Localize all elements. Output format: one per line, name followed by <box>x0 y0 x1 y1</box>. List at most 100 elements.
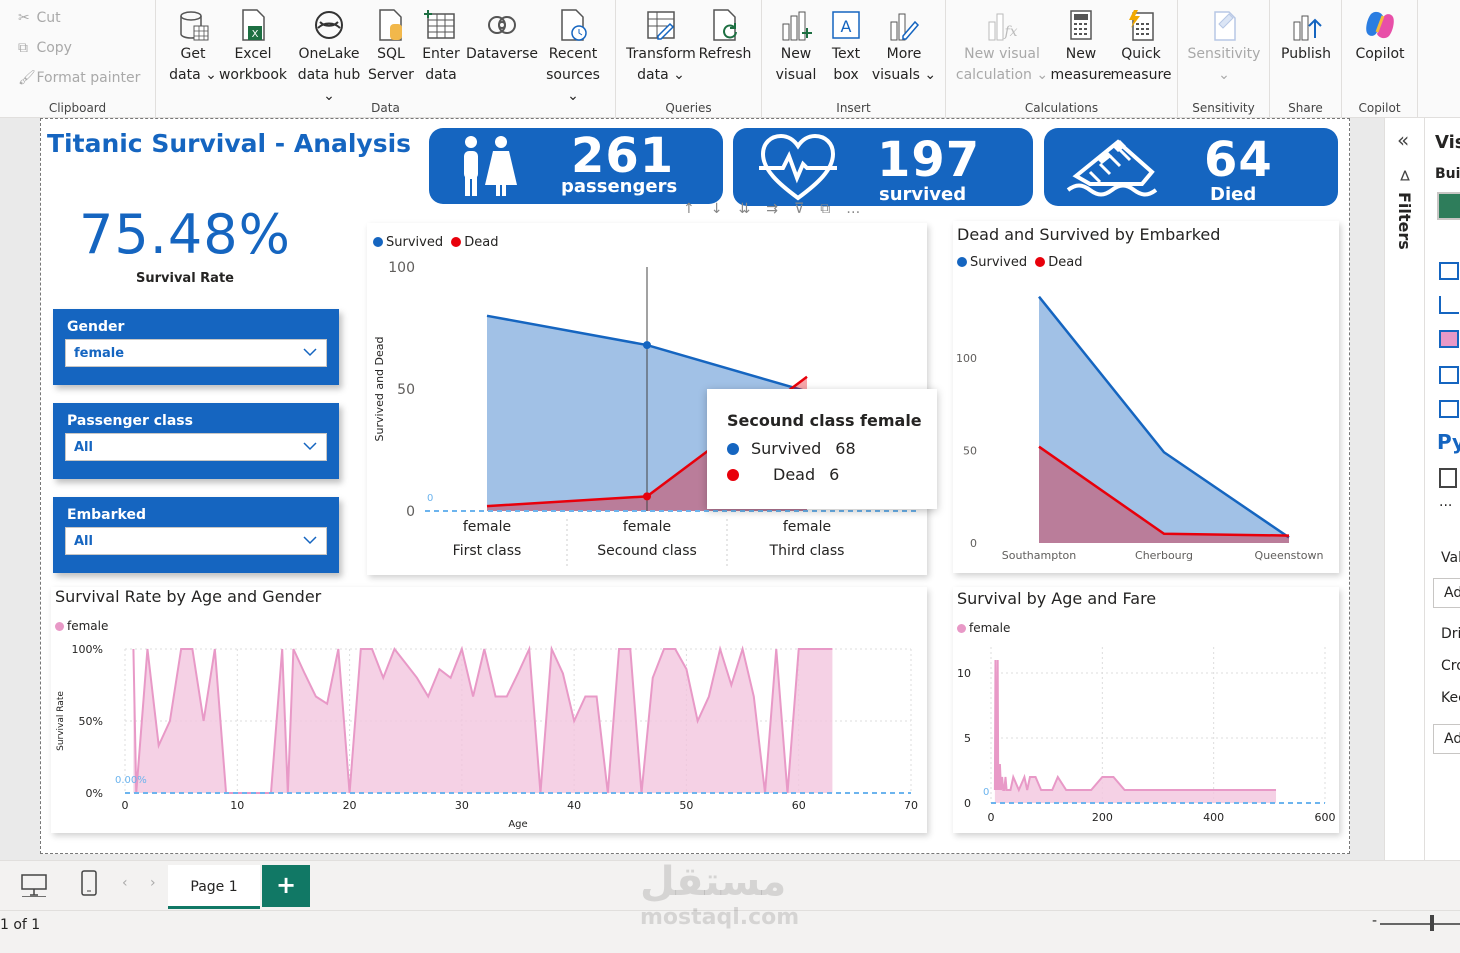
zoom-thumb[interactable] <box>1430 915 1434 931</box>
build-visual-icon[interactable] <box>1437 192 1460 220</box>
hierarchy-icon[interactable]: ⇉ <box>766 201 794 217</box>
x-tick-label: 10 <box>230 799 244 812</box>
new-measure-button[interactable]: New measure <box>1050 8 1112 86</box>
new-visual-button[interactable]: New visual <box>774 8 818 86</box>
more-visuals-dots-icon[interactable]: ··· <box>1439 498 1453 514</box>
line-chart-icon[interactable] <box>1439 296 1459 314</box>
get-data-button[interactable]: Get data ⌄ <box>168 8 218 86</box>
zero-line-label: 0.00% <box>115 775 147 786</box>
excel-workbook-button[interactable]: X Excel workbook <box>218 8 288 86</box>
embarked-area-chart[interactable]: Dead and Survived by Embarked Survived D… <box>953 221 1339 573</box>
share-group: Publish Share <box>1270 0 1342 118</box>
tooltip-dot-dead <box>727 469 739 481</box>
drill-through-label: Dri <box>1441 626 1460 642</box>
recent-sources-button[interactable]: Recent sources ⌄ <box>540 8 606 107</box>
add-page-button[interactable]: + <box>262 865 310 907</box>
add-data-field[interactable]: Ad <box>1433 578 1460 608</box>
stacked-bar-icon[interactable] <box>1439 262 1459 280</box>
desktop-view-icon[interactable] <box>20 873 48 897</box>
x-tick-label: 40 <box>567 799 581 812</box>
zoom-out-icon[interactable]: - <box>1372 913 1378 929</box>
more-visuals-button[interactable]: More visuals ⌄ <box>870 8 938 86</box>
add-drill-field[interactable]: Ad <box>1433 724 1460 754</box>
kpi-died-card[interactable]: 64 Died <box>1044 128 1338 206</box>
drill-up-icon[interactable]: ↑ <box>683 201 711 217</box>
collapse-icon[interactable]: « <box>1397 128 1410 152</box>
keep-filters-label: Kee <box>1441 690 1460 706</box>
chart-tooltip: Secound class female Survived 68 Dead 6 <box>707 389 937 509</box>
onelake-data-hub-button[interactable]: OneLake data hub ⌄ <box>292 8 366 107</box>
matrix-icon[interactable] <box>1439 366 1459 384</box>
y-tick-label: 0 <box>964 797 971 810</box>
group-label-sensitivity: Sensitivity <box>1192 101 1255 115</box>
group-label-clipboard: Clipboard <box>48 101 107 115</box>
publish-button[interactable]: Publish <box>1276 8 1336 65</box>
table-icon[interactable] <box>1439 400 1459 418</box>
sql-server-icon <box>379 9 402 41</box>
dataverse-button[interactable]: Dataverse <box>466 8 538 65</box>
format-painter-button[interactable]: 🖌 Format painter <box>18 70 141 86</box>
y-tick-label: 50 <box>963 444 977 457</box>
survival-rate-card[interactable]: 75.48% Survival Rate <box>55 189 315 299</box>
x-tick-label: 60 <box>792 799 806 812</box>
expand-icon[interactable]: ⇊ <box>738 201 767 217</box>
focus-mode-icon[interactable]: ⧉ <box>820 201 847 217</box>
enter-data-button[interactable]: Enter data <box>418 8 464 86</box>
age-fare-chart-plot: 0 5 10 0 200 400 600 0 <box>957 647 1336 824</box>
age-fare-area-chart[interactable]: Survival by Age and Fare female 0 5 10 0 200… <box>953 587 1339 833</box>
next-page-icon[interactable]: › <box>150 875 156 891</box>
ribbon-chart-icon[interactable] <box>1439 330 1459 348</box>
sql-server-button[interactable]: SQL Server <box>368 8 414 86</box>
transform-data-button[interactable]: Transform data ⌄ <box>626 8 696 86</box>
copilot-button[interactable]: Copilot <box>1348 8 1412 65</box>
visual-header-toolbar: ↑↓⇊⇉⊽⧉… <box>683 201 923 219</box>
copilot-icon <box>1366 11 1394 39</box>
embarked-slicer[interactable]: Embarked All <box>53 497 339 573</box>
dead-area <box>1039 446 1289 543</box>
svg-text:X: X <box>252 29 259 40</box>
ribbon: ✂ Cut ⧉ Copy 🖌 Format painter Clipboard … <box>0 0 1460 118</box>
quick-measure-button[interactable]: Quick measure <box>1110 8 1172 86</box>
cut-button[interactable]: ✂ Cut <box>18 10 61 26</box>
more-options-icon[interactable]: … <box>846 201 877 217</box>
x-tick-label: 400 <box>1203 811 1224 824</box>
page-tab[interactable]: Page 1 <box>168 865 260 909</box>
kpi-survived-card[interactable]: 197 survived <box>733 128 1033 206</box>
embarked-chart-title: Dead and Survived by Embarked <box>957 225 1221 244</box>
drill-down-icon[interactable]: ↓ <box>710 201 739 217</box>
refresh-button[interactable]: Refresh <box>698 8 752 65</box>
embarked-dropdown[interactable]: All <box>65 527 327 555</box>
text-box-button[interactable]: A Text box <box>824 8 868 86</box>
x-tick-label: female <box>783 519 831 535</box>
x-tick-label: 30 <box>455 799 469 812</box>
passenger-class-slicer[interactable]: Passenger class All <box>53 403 339 479</box>
sensitivity-button[interactable]: Sensitivity ⌄ <box>1184 8 1264 86</box>
class-area-chart[interactable]: Survived Dead 0 50 100 Survived and Dead 0 fe… <box>367 223 937 575</box>
gender-dropdown[interactable]: female <box>65 339 327 367</box>
passenger-class-dropdown[interactable]: All <box>65 433 327 461</box>
prev-page-icon[interactable]: ‹ <box>122 875 128 891</box>
y-tick-label: 100% <box>72 643 103 656</box>
mobile-view-icon[interactable] <box>80 869 98 897</box>
new-visual-calculation-button[interactable]: fx New visual calculation ⌄ <box>954 8 1050 86</box>
visualizations-pane[interactable]: Vis Buil Py ··· Val Ad Dri Cro Kee Ad <box>1424 118 1460 860</box>
python-visual-icon[interactable]: Py <box>1437 430 1460 454</box>
group-label-data: Data <box>371 101 400 115</box>
x-tick-label-sub: Secound class <box>597 543 697 559</box>
gender-slicer[interactable]: Gender female <box>53 309 339 385</box>
kpi-passengers-card[interactable]: 261 passengers <box>429 128 723 204</box>
copy-button[interactable]: ⧉ Copy <box>18 40 72 56</box>
people-icon <box>464 136 517 196</box>
zoom-slider[interactable] <box>1380 923 1460 925</box>
age-gender-chart-legend: female <box>55 619 108 633</box>
group-label-share: Share <box>1288 101 1323 115</box>
age-gender-area-chart[interactable]: Survival Rate by Age and Gender female 0… <box>51 587 927 833</box>
filter-icon[interactable]: ⊽ <box>793 201 821 217</box>
text-box-icon: A <box>832 11 860 39</box>
survived-area <box>1039 296 1289 543</box>
legend-dot-female <box>55 622 64 631</box>
paginated-icon[interactable] <box>1439 468 1457 488</box>
filters-pane[interactable]: « ⊲ Filters <box>1384 118 1424 860</box>
svg-text:fx: fx <box>1003 24 1017 40</box>
age-fare-chart-legend: female <box>957 621 1010 635</box>
